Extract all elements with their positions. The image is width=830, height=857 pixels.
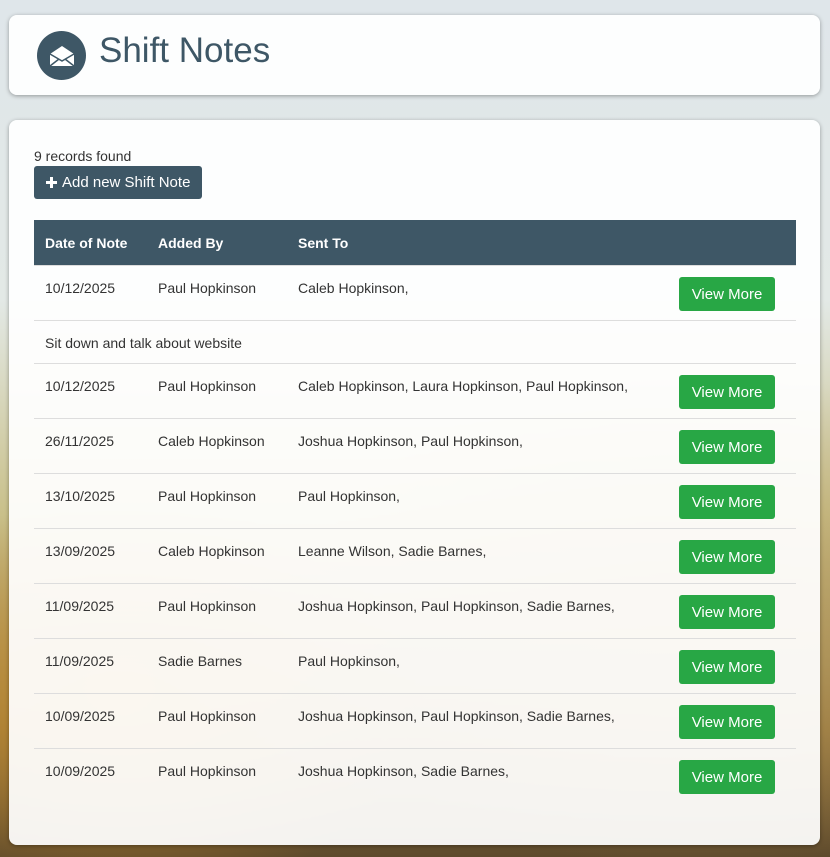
column-sent-to: Sent To	[287, 220, 661, 266]
shift-notes-table: Date of Note Added By Sent To 10/12/2025…	[34, 220, 796, 804]
plus-icon	[46, 177, 57, 188]
table-row: 10/12/2025 Paul Hopkinson Caleb Hopkinso…	[34, 363, 796, 419]
actions-cell: View More	[660, 583, 796, 639]
column-added-by: Added By	[147, 220, 287, 266]
actions-cell: View More	[660, 638, 796, 694]
table-row: 11/09/2025 Paul Hopkinson Joshua Hopkins…	[34, 583, 796, 639]
add-shift-note-label: Add new Shift Note	[62, 174, 191, 191]
envelope-open-icon	[37, 31, 86, 80]
note-row: Sit down and talk about website	[34, 320, 796, 364]
date-cell: 13/09/2025	[34, 528, 147, 584]
sent-to-cell: Leanne Wilson, Sadie Barnes,	[287, 528, 661, 584]
column-date: Date of Note	[34, 220, 147, 266]
view-more-button[interactable]: View More	[679, 540, 775, 574]
added-by-cell: Paul Hopkinson	[147, 473, 287, 529]
added-by-cell: Paul Hopkinson	[147, 748, 287, 804]
table-row: 10/09/2025 Paul Hopkinson Joshua Hopkins…	[34, 693, 796, 749]
view-more-button[interactable]: View More	[679, 650, 775, 684]
sent-to-cell: Joshua Hopkinson, Paul Hopkinson, Sadie …	[287, 693, 661, 749]
page-title: Shift Notes	[99, 31, 271, 70]
actions-cell: View More	[660, 748, 796, 804]
actions-cell: View More	[660, 473, 796, 529]
view-more-button[interactable]: View More	[679, 277, 775, 311]
actions-cell: View More	[660, 265, 796, 321]
view-more-button[interactable]: View More	[679, 375, 775, 409]
sent-to-cell: Joshua Hopkinson, Sadie Barnes,	[287, 748, 661, 804]
table-row: 10/12/2025 Paul Hopkinson Caleb Hopkinso…	[34, 265, 796, 321]
date-cell: 10/09/2025	[34, 748, 147, 804]
actions-cell: View More	[660, 528, 796, 584]
date-cell: 11/09/2025	[34, 583, 147, 639]
page-header: Shift Notes	[9, 15, 820, 95]
sent-to-cell: Joshua Hopkinson, Paul Hopkinson,	[287, 418, 661, 474]
sent-to-cell: Caleb Hopkinson, Laura Hopkinson, Paul H…	[287, 363, 661, 419]
table-row: 10/09/2025 Paul Hopkinson Joshua Hopkins…	[34, 748, 796, 804]
date-cell: 13/10/2025	[34, 473, 147, 529]
view-more-button[interactable]: View More	[679, 595, 775, 629]
view-more-button[interactable]: View More	[679, 760, 775, 794]
add-shift-note-button[interactable]: Add new Shift Note	[34, 166, 203, 199]
table-row: 13/09/2025 Caleb Hopkinson Leanne Wilson…	[34, 528, 796, 584]
actions-cell: View More	[660, 418, 796, 474]
shift-notes-panel: 9 records found Add new Shift Note Date …	[9, 120, 820, 845]
sent-to-cell: Paul Hopkinson,	[287, 473, 661, 529]
added-by-cell: Paul Hopkinson	[147, 583, 287, 639]
date-cell: 10/12/2025	[34, 265, 147, 321]
note-text: Sit down and talk about website	[34, 320, 796, 364]
actions-cell: View More	[660, 363, 796, 419]
column-actions	[660, 220, 796, 266]
sent-to-cell: Paul Hopkinson,	[287, 638, 661, 694]
date-cell: 10/12/2025	[34, 363, 147, 419]
sent-to-cell: Caleb Hopkinson,	[287, 265, 661, 321]
view-more-button[interactable]: View More	[679, 485, 775, 519]
date-cell: 26/11/2025	[34, 418, 147, 474]
sent-to-cell: Joshua Hopkinson, Paul Hopkinson, Sadie …	[287, 583, 661, 639]
added-by-cell: Caleb Hopkinson	[147, 418, 287, 474]
added-by-cell: Paul Hopkinson	[147, 265, 287, 321]
table-header: Date of Note Added By Sent To	[34, 220, 796, 266]
added-by-cell: Paul Hopkinson	[147, 363, 287, 419]
added-by-cell: Sadie Barnes	[147, 638, 287, 694]
date-cell: 11/09/2025	[34, 638, 147, 694]
view-more-button[interactable]: View More	[679, 430, 775, 464]
actions-cell: View More	[660, 693, 796, 749]
added-by-cell: Caleb Hopkinson	[147, 528, 287, 584]
table-row: 13/10/2025 Paul Hopkinson Paul Hopkinson…	[34, 473, 796, 529]
table-row: 26/11/2025 Caleb Hopkinson Joshua Hopkin…	[34, 418, 796, 474]
view-more-button[interactable]: View More	[679, 705, 775, 739]
added-by-cell: Paul Hopkinson	[147, 693, 287, 749]
date-cell: 10/09/2025	[34, 693, 147, 749]
table-row: 11/09/2025 Sadie Barnes Paul Hopkinson, …	[34, 638, 796, 694]
records-count: 9 records found	[34, 148, 132, 164]
